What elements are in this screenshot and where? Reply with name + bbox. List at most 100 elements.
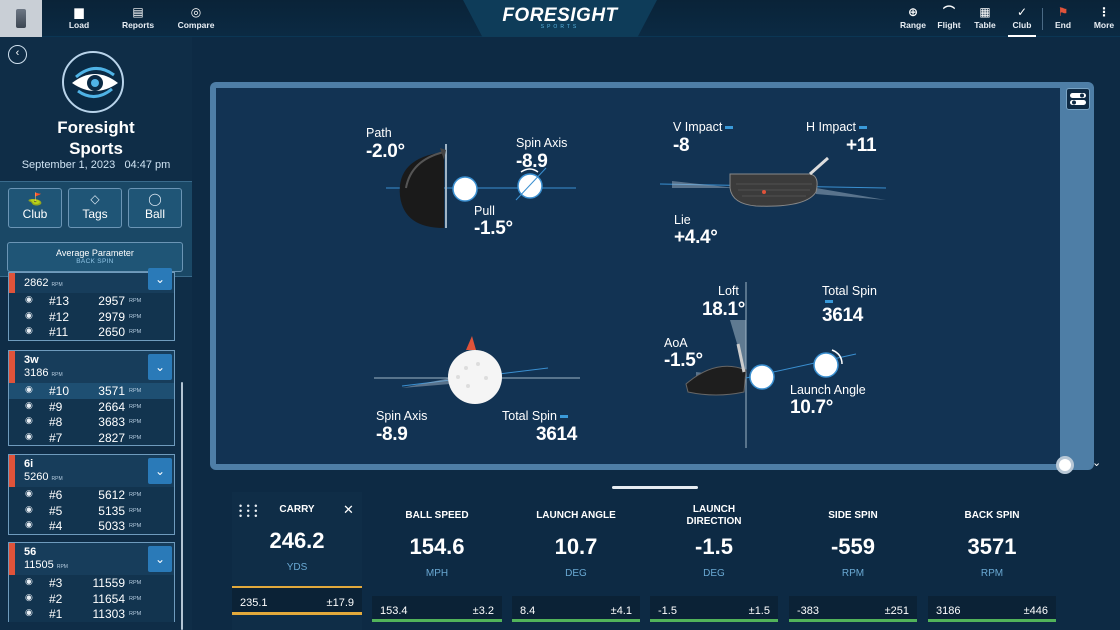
load-button[interactable]: ▆ Load <box>64 4 94 34</box>
sidebar-scrollbar[interactable] <box>181 382 183 630</box>
shot-group: 6i 5260 RPM ⌄ ◉ #6 5612 RPM ◉ #5 5135 RPM ◉ #4 5… <box>8 454 175 535</box>
shot-row[interactable]: ◉ #1 11303 RPM <box>25 607 142 622</box>
eye-icon[interactable]: ◉ <box>25 384 33 394</box>
chevron-left-icon: ‹ <box>15 47 20 59</box>
eye-icon[interactable]: ◉ <box>25 607 33 618</box>
club-graphics <box>374 144 887 448</box>
shot-row[interactable]: ◉ #4 5033 RPM <box>25 519 142 534</box>
v-impact-value: -8 <box>673 135 690 156</box>
eye-icon[interactable]: ◉ <box>25 309 33 320</box>
carry-range: 235.1 ±17.9 <box>232 586 362 615</box>
h-impact-label: H Impact <box>806 120 868 134</box>
end-button[interactable]: ⚑ End <box>1050 4 1076 34</box>
carry-card[interactable]: CARRY 246.2 YDS 235.1 ±17.9 <box>232 492 362 630</box>
shot-row[interactable]: ◉ #7 2827 RPM <box>25 430 142 445</box>
table-icon: ▦ <box>979 5 991 19</box>
eye-icon[interactable]: ◉ <box>25 294 33 304</box>
tag-icon: ◇ <box>90 192 100 206</box>
club-filter-button[interactable]: ⛳ Club <box>8 188 62 228</box>
flight-button[interactable]: ⌒ Flight <box>934 4 964 34</box>
end-icon: ⚑ <box>1057 5 1069 19</box>
ball-speed-card[interactable]: BALL SPEED 154.6 MPH 153.4 ±3.2 <box>372 492 502 630</box>
average-parameter-button[interactable]: Average Parameter BACK SPIN <box>7 242 183 272</box>
side-spin-card[interactable]: SIDE SPIN -559 RPM -383 ±251 <box>789 492 917 630</box>
device-button[interactable] <box>0 0 42 37</box>
tags-filter-button[interactable]: ◇ Tags <box>68 188 122 228</box>
eye-icon[interactable]: ◉ <box>25 415 33 426</box>
table-button[interactable]: ▦ Table <box>970 4 1000 34</box>
launch-angle-value: 10.7° <box>790 397 834 418</box>
v-impact-label: V Impact <box>673 120 734 134</box>
club-icon: ✓ <box>1016 5 1028 19</box>
eye-icon[interactable]: ◉ <box>25 591 33 602</box>
shot-row[interactable]: ◉ #3 11559 RPM <box>25 576 142 590</box>
club-button[interactable]: ✓ Club <box>1008 4 1036 37</box>
launch-angle-label: Launch Angle <box>790 383 866 397</box>
session-date: September 1, 2023 04:47 pm <box>21 159 171 171</box>
org-name: Foresight Sports <box>57 118 135 158</box>
range-button[interactable]: ⊕ Range <box>898 4 928 34</box>
shot-row[interactable]: ◉ #11 2650 RPM <box>25 325 142 340</box>
total-spin-value: 3614 <box>822 305 864 326</box>
total-spin-value: 3614 <box>536 424 578 445</box>
total-spin-label: Total Spin <box>502 409 568 423</box>
spin-axis-label: Spin Axis <box>376 409 428 423</box>
back-button[interactable]: ‹ <box>8 45 27 64</box>
pull-label: Pull <box>474 204 495 218</box>
compare-button[interactable]: ◎ Compare <box>174 4 218 34</box>
shot-row[interactable]: ◉ #6 5612 RPM <box>25 488 142 502</box>
folder-icon: ▆ <box>74 5 84 19</box>
club-color-bar <box>9 273 15 293</box>
filter-panel: ⛳ Club ◇ Tags ◯ Ball Average Parameter B… <box>0 181 192 277</box>
eye-icon[interactable]: ◉ <box>25 503 33 514</box>
brand-logo: FORESIGHT SPORTS <box>463 0 657 37</box>
shot-row[interactable]: ◉ #12 2979 RPM <box>25 309 142 324</box>
eye-icon[interactable]: ◉ <box>25 325 33 336</box>
chevron-down-icon[interactable]: ⌄ <box>1092 457 1102 469</box>
chevron-down-icon[interactable]: ⌄ <box>148 458 172 484</box>
chevron-down-icon[interactable]: ⌄ <box>148 546 172 572</box>
launch-angle-card[interactable]: LAUNCH ANGLE 10.7 DEG 8.4 ±4.1 <box>512 492 640 630</box>
launch-direction-card[interactable]: LAUNCH DIRECTION -1.5 DEG -1.5 ±1.5 <box>650 492 778 630</box>
panel-resize-handle[interactable] <box>612 486 698 489</box>
shot-row[interactable]: ◉ #8 3683 RPM <box>25 415 142 430</box>
shot-row[interactable]: ◉ #13 2957 RPM <box>25 294 142 308</box>
unit-tag <box>559 415 568 419</box>
report-icon: ▤ <box>132 5 144 19</box>
org-avatar <box>62 51 124 113</box>
shot-group-header[interactable]: 3w 3186 RPM ⌄ <box>9 351 174 383</box>
shot-row[interactable]: ◉ #2 11654 RPM <box>25 591 142 606</box>
back-spin-card[interactable]: BACK SPIN 3571 RPM 3186 ±446 <box>928 492 1056 630</box>
close-icon[interactable]: ✕ <box>343 502 354 517</box>
loft-value: 18.1° <box>702 299 746 320</box>
unit-tag <box>859 126 868 130</box>
drag-handle-icon[interactable]: • • • • • • • • • <box>239 501 259 521</box>
pull-value: -1.5° <box>474 218 513 239</box>
eye-icon[interactable]: ◉ <box>25 576 33 586</box>
more-button[interactable]: ⋮ More <box>1090 4 1118 34</box>
view-toggle-button[interactable] <box>1066 88 1090 110</box>
spin-axis-graphic <box>374 336 580 404</box>
more-icon: ⋮ <box>1098 5 1110 19</box>
chevron-down-icon[interactable]: ⌄ <box>148 268 172 290</box>
ball-filter-button[interactable]: ◯ Ball <box>128 188 182 228</box>
shot-group-header[interactable]: 2862 RPM ⌄ <box>9 268 174 293</box>
chevron-down-icon[interactable]: ⌄ <box>148 354 172 380</box>
club-color-bar <box>9 543 15 575</box>
shot-row[interactable]: ◉ #9 2664 RPM <box>25 399 142 414</box>
shot-row[interactable]: ◉ #10 3571 RPM <box>9 383 174 399</box>
ball-icon: ◯ <box>148 192 162 206</box>
target-icon[interactable] <box>1056 456 1074 474</box>
shot-row[interactable]: ◉ #5 5135 RPM <box>25 503 142 518</box>
eye-icon[interactable]: ◉ <box>25 399 33 410</box>
shot-group-header[interactable]: 56 11505 RPM ⌄ <box>9 543 174 575</box>
eye-icon[interactable]: ◉ <box>25 488 33 498</box>
reports-button[interactable]: ▤ Reports <box>118 4 158 34</box>
aoa-value: -1.5° <box>664 350 703 371</box>
spin-axis-label: Spin Axis <box>516 136 568 150</box>
shot-group-header[interactable]: 6i 5260 RPM ⌄ <box>9 455 174 487</box>
eye-icon[interactable]: ◉ <box>25 519 33 530</box>
eye-icon[interactable]: ◉ <box>25 430 33 441</box>
club-view-canvas <box>216 88 1060 464</box>
path-graphic <box>386 144 576 228</box>
